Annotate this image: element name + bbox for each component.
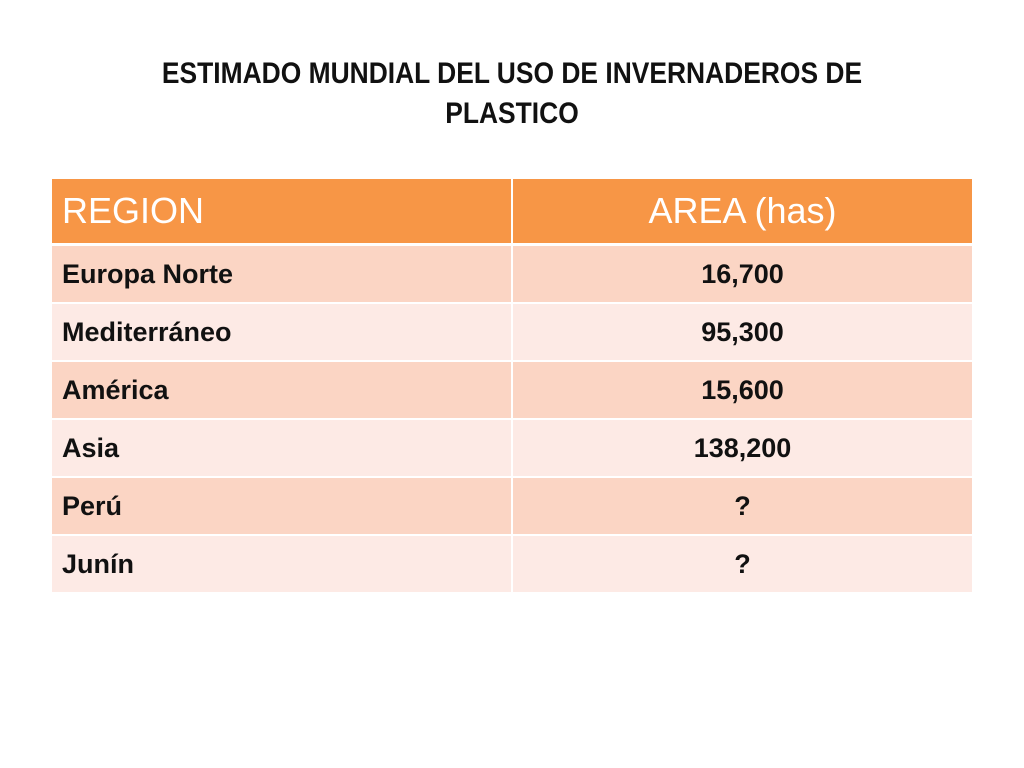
region-cell: Asia <box>52 419 513 478</box>
greenhouse-area-table: REGION AREA (has) Europa Norte 16,700 Me… <box>52 179 972 594</box>
table-row: Asia 138,200 <box>52 419 972 478</box>
table-header-row: REGION AREA (has) <box>52 179 972 246</box>
region-cell: Junín <box>52 535 513 594</box>
column-header-area: AREA (has) <box>512 179 972 246</box>
table-row: Junín ? <box>52 535 972 594</box>
table-row: América 15,600 <box>52 361 972 420</box>
area-cell: 95,300 <box>512 303 972 362</box>
area-cell: ? <box>512 477 972 536</box>
area-cell: 138,200 <box>512 419 972 478</box>
table-row: Europa Norte 16,700 <box>52 244 972 304</box>
slide-title-line-2: PLASTICO <box>445 97 579 130</box>
table-row: Perú ? <box>52 477 972 536</box>
table-row: Mediterráneo 95,300 <box>52 303 972 362</box>
slide-title: ESTIMADO MUNDIAL DEL USO DE INVERNADEROS… <box>107 54 917 134</box>
region-cell: Europa Norte <box>52 244 513 304</box>
column-header-region: REGION <box>52 179 513 246</box>
region-cell: América <box>52 361 513 420</box>
region-cell: Mediterráneo <box>52 303 513 362</box>
area-cell: 15,600 <box>512 361 972 420</box>
area-cell: 16,700 <box>512 244 972 304</box>
area-cell: ? <box>512 535 972 594</box>
region-cell: Perú <box>52 477 513 536</box>
slide-title-line-1: ESTIMADO MUNDIAL DEL USO DE INVERNADEROS… <box>161 57 863 90</box>
